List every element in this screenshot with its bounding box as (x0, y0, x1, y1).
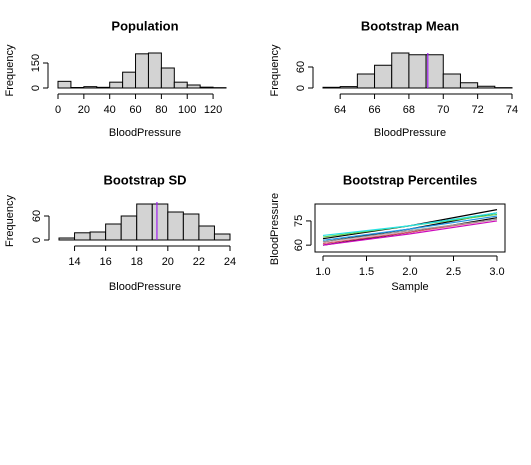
bar (75, 233, 91, 240)
x-tick-label: 100 (178, 104, 196, 116)
x-tick-label: 66 (368, 104, 380, 116)
bar (97, 87, 110, 88)
x-axis-label: Sample (391, 281, 428, 293)
bar (187, 85, 200, 88)
x-tick-label: 74 (506, 104, 518, 116)
bar (110, 82, 123, 88)
bar (123, 72, 136, 88)
bar (478, 86, 495, 88)
y-tick-label: 60 (31, 210, 43, 222)
x-tick-label: 60 (129, 104, 141, 116)
bar (71, 88, 84, 89)
y-tick-label: 0 (31, 237, 43, 243)
bar (214, 234, 230, 240)
bar (152, 204, 168, 240)
x-tick-label: 1.0 (315, 266, 330, 278)
x-tick-label: 72 (472, 104, 484, 116)
y-tick-label: 150 (30, 54, 42, 72)
bar (392, 53, 409, 88)
bar (375, 65, 392, 88)
bar (137, 204, 153, 240)
y-tick-label: 60 (295, 61, 307, 73)
y-tick-label: 60 (293, 239, 305, 251)
bar (323, 87, 340, 88)
chart-title: Population (111, 18, 178, 33)
y-axis-label: Frequency (4, 195, 16, 247)
bar (340, 87, 357, 88)
x-tick-label: 70 (437, 104, 449, 116)
x-tick-label: 120 (204, 104, 222, 116)
x-tick-label: 22 (193, 256, 205, 268)
x-tick-label: 16 (100, 256, 112, 268)
bar (84, 87, 97, 88)
chart-title: Bootstrap Percentiles (343, 172, 477, 187)
bar (59, 238, 75, 240)
x-tick-label: 18 (131, 256, 143, 268)
bar (183, 214, 199, 240)
bar (200, 87, 213, 88)
bar (121, 216, 137, 240)
x-tick-label: 20 (162, 256, 174, 268)
x-tick-label: 68 (403, 104, 415, 116)
x-tick-label: 2.5 (446, 266, 461, 278)
chart-title: Bootstrap Mean (361, 18, 459, 33)
bar (443, 74, 460, 88)
bar (148, 53, 161, 88)
x-tick-label: 24 (224, 256, 236, 268)
bar (426, 55, 443, 88)
y-tick-label: 0 (30, 85, 42, 91)
x-tick-label: 64 (334, 104, 346, 116)
x-axis-label: BloodPressure (109, 127, 181, 139)
bar (161, 68, 174, 88)
x-tick-label: 3.0 (489, 266, 504, 278)
bar (357, 74, 374, 88)
x-tick-label: 14 (68, 256, 80, 268)
x-tick-label: 20 (78, 104, 90, 116)
bar (174, 82, 187, 88)
y-axis-label: BloodPressure (269, 193, 281, 265)
bar (106, 224, 122, 240)
bar (168, 212, 184, 240)
y-axis-label: Frequency (269, 44, 281, 96)
y-tick-label: 0 (295, 85, 307, 91)
x-tick-label: 80 (155, 104, 167, 116)
y-tick-label: 75 (293, 215, 305, 227)
bar (136, 54, 149, 88)
chart-title: Bootstrap SD (103, 172, 186, 187)
x-axis-label: BloodPressure (109, 281, 181, 293)
bar (58, 81, 71, 88)
y-axis-label: Frequency (4, 44, 16, 96)
x-tick-label: 40 (104, 104, 116, 116)
bar (460, 83, 477, 88)
x-tick-label: 1.5 (359, 266, 374, 278)
x-axis-label: BloodPressure (374, 127, 446, 139)
bar (199, 226, 215, 240)
x-tick-label: 2.0 (402, 266, 417, 278)
bar (90, 232, 106, 240)
bar (409, 55, 426, 88)
x-tick-label: 0 (55, 104, 61, 116)
